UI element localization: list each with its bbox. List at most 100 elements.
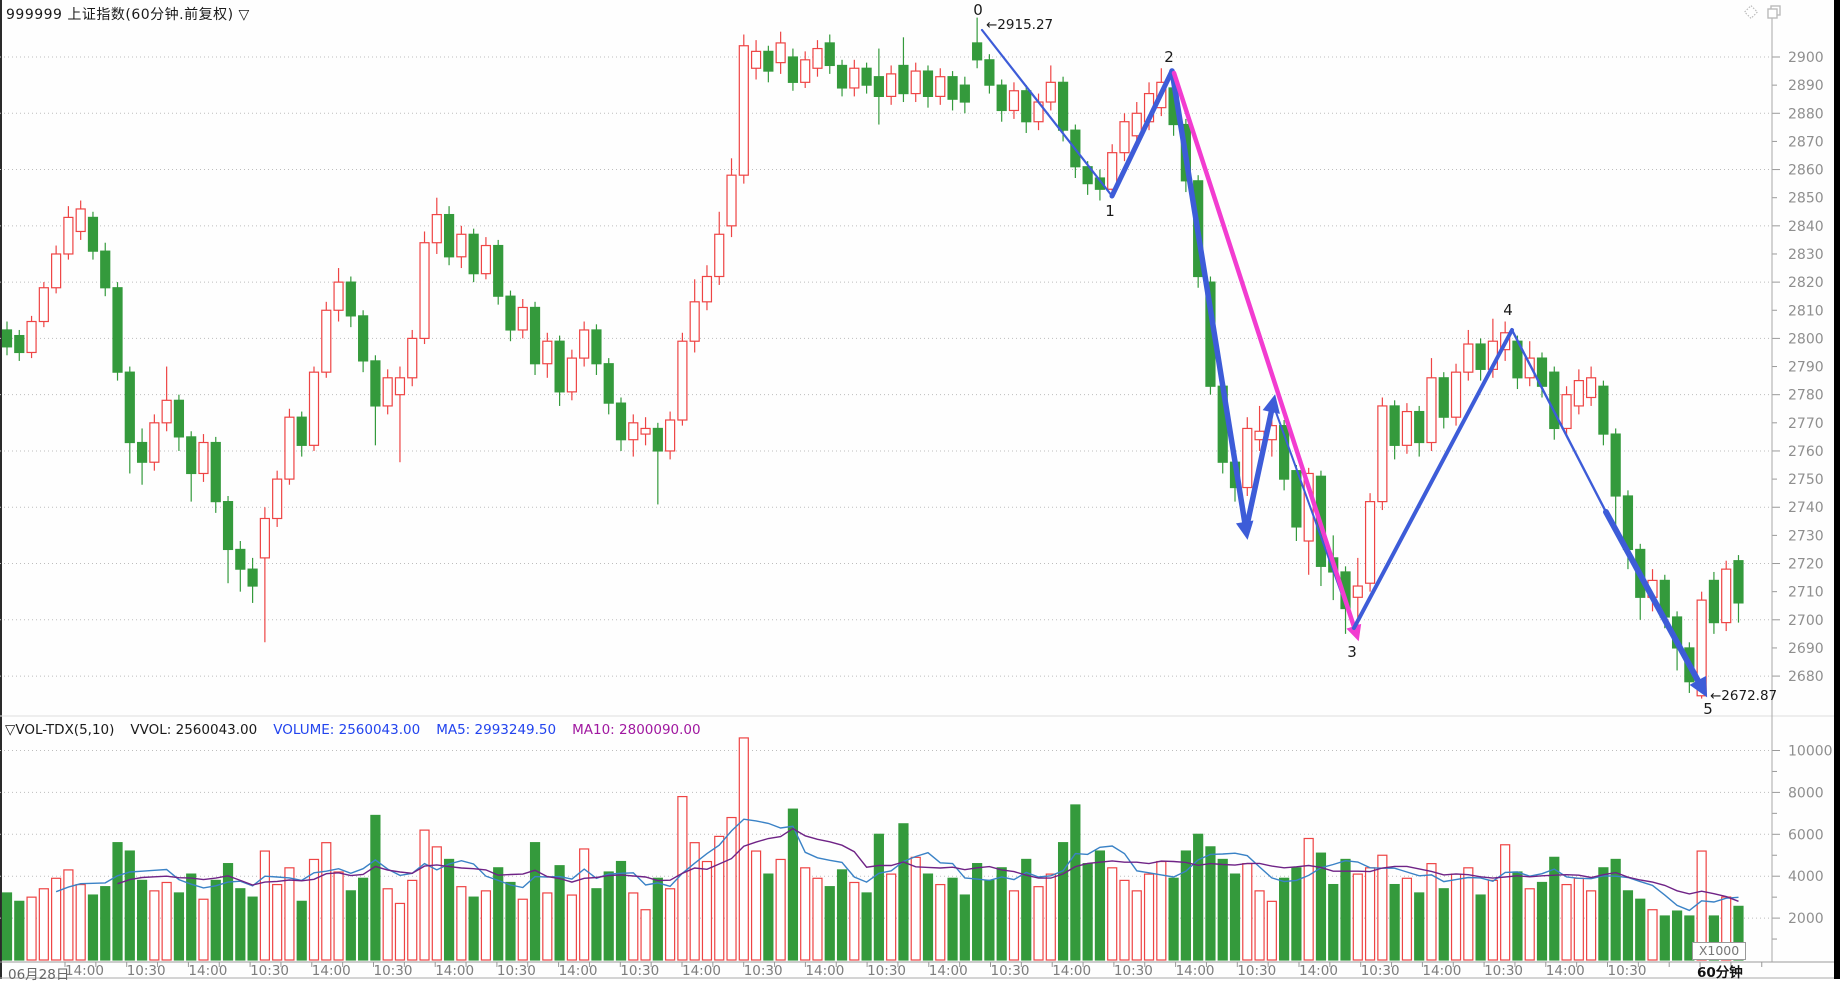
volume-bar [812, 877, 823, 961]
volume-axis-label: 4000 [1788, 869, 1824, 885]
candle-body [136, 441, 148, 463]
time-axis-label: 14:00 [435, 963, 475, 979]
volume-bar [1131, 890, 1142, 961]
period-label[interactable]: 60分钟 [1697, 965, 1743, 981]
volume-bar [1463, 867, 1474, 961]
symbol-title[interactable]: 999999 上证指数(60分钟.前复权) ▽ [6, 7, 250, 23]
candle-body [1082, 166, 1093, 185]
candle-body [1463, 343, 1474, 373]
time-axis-label: 10:30 [1237, 963, 1277, 979]
candle-body [505, 295, 516, 331]
wave-arrowhead [1689, 675, 1708, 698]
volume-axis-label: 8000 [1788, 785, 1824, 801]
candle-body [836, 64, 848, 89]
volume-bar [1401, 877, 1413, 961]
time-axis-label: 10:30 [1607, 963, 1647, 979]
candle-body [787, 56, 799, 83]
volume-bar [493, 867, 504, 961]
candle-body [677, 340, 688, 421]
volume-bar [1156, 860, 1167, 961]
volume-bar [443, 858, 455, 961]
diamond-icon[interactable] [1742, 3, 1760, 21]
candle-body [382, 377, 393, 407]
candle-body [112, 287, 123, 373]
volume-bar [652, 877, 663, 961]
volume-bar [26, 896, 37, 961]
cascade-windows-icon[interactable] [1765, 3, 1783, 21]
volume-bar [1315, 852, 1327, 961]
volume-bar [124, 850, 135, 961]
volume-bar [554, 865, 565, 961]
volume-bar [1487, 879, 1498, 961]
chart-title-bar[interactable]: 999999 上证指数(60分钟.前复权) ▽ [6, 4, 250, 24]
price-axis-label: 2770 [1788, 416, 1824, 432]
volume-bar [959, 894, 970, 961]
volume-bar [272, 883, 283, 961]
candle-body [456, 233, 467, 258]
volume-bar [173, 892, 185, 961]
candle-body [1279, 425, 1290, 480]
candle-body [1254, 430, 1265, 441]
volume-bar [38, 888, 49, 961]
volume-bar [628, 892, 639, 961]
volume-bar [1438, 888, 1449, 961]
volume-bar [1635, 898, 1646, 961]
candle-body [714, 233, 725, 278]
volume-bar [210, 879, 221, 961]
wave-trend-line [1603, 509, 1705, 691]
candle-body [1364, 501, 1376, 584]
time-axis-label: 14:00 [1545, 963, 1585, 979]
volume-bar [1389, 883, 1400, 961]
candle-body [922, 70, 934, 97]
candle-body [284, 416, 295, 480]
volume-bar [112, 842, 123, 961]
volume-bar [1573, 877, 1584, 961]
volume-bar [1549, 856, 1560, 961]
candle-body [1352, 585, 1363, 598]
candle-body [959, 84, 970, 103]
candle-body [38, 287, 49, 323]
candle-body [247, 568, 258, 587]
indicator-name[interactable]: ▽VOL-TDX(5,10) [5, 722, 115, 738]
volume-bar [186, 873, 197, 961]
volume-bar [1254, 890, 1265, 961]
time-axis-label: 10:30 [743, 963, 783, 979]
candle-body [529, 306, 541, 365]
price-axis-label: 2900 [1788, 50, 1824, 66]
volume-indicator-header: ▽VOL-TDX(5,10) VVOL: 2560043.00 VOLUME: … [5, 722, 701, 738]
candle-body [1094, 177, 1106, 190]
price-axis-label: 2720 [1788, 557, 1824, 573]
volume-bar [542, 892, 553, 961]
volume-bar [1143, 873, 1155, 961]
candle-body [1450, 371, 1462, 418]
candle-body [1021, 90, 1032, 123]
candle-body [26, 320, 37, 354]
volume-bar [640, 909, 651, 961]
volume-bar [358, 877, 369, 961]
volume-bar [222, 863, 234, 961]
indicator-vvol: VVOL: 2560043.00 [130, 722, 258, 738]
volume-bar [677, 795, 688, 961]
candle-body [984, 59, 995, 86]
volume-bar [1229, 873, 1241, 961]
volume-bar [726, 816, 737, 961]
volume-bar [1021, 858, 1032, 961]
candle-body [1119, 121, 1130, 154]
candle-body [370, 360, 381, 407]
candle-body [750, 50, 762, 69]
candle-body [1438, 377, 1449, 418]
candle-body [517, 306, 528, 331]
volume-bar [284, 867, 295, 961]
candle-body [222, 501, 234, 551]
candle-body [812, 47, 823, 69]
candle-body [149, 422, 160, 463]
candle-body [640, 427, 651, 435]
wave-number-label: 4 [1503, 301, 1513, 319]
window-left-edge [0, 0, 2, 979]
volume-ma10-line [117, 827, 1739, 902]
volume-bar [849, 881, 860, 961]
candle-body [419, 242, 430, 340]
candle-body [63, 216, 74, 255]
volume-bar [382, 888, 393, 961]
